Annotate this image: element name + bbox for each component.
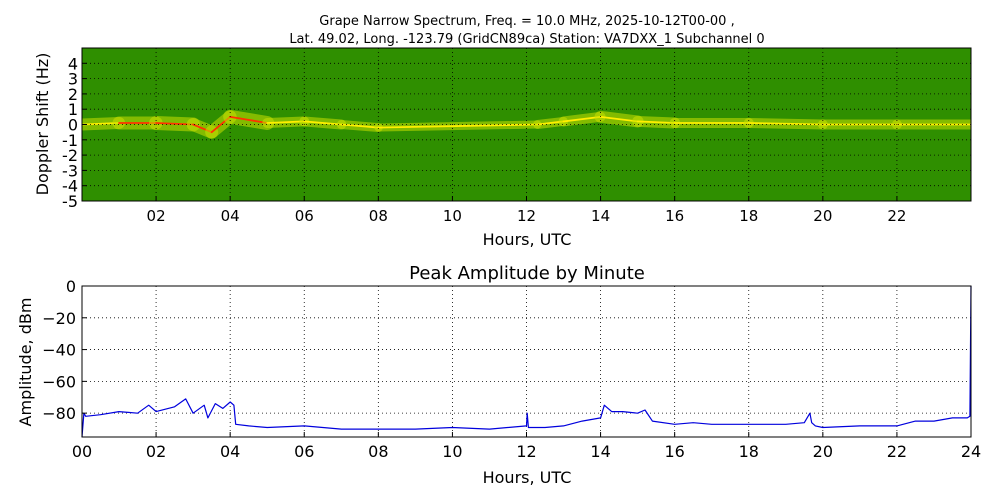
amplitude-x-tick-label: 00 (72, 442, 92, 461)
spectrogram-x-tick-label: 12 (517, 207, 536, 225)
spectrogram-core-segment (377, 123, 539, 129)
amplitude-x-tick-label: 06 (294, 442, 314, 461)
amplitude-plot-area (82, 286, 971, 437)
amplitude-y-tick-label: −80 (42, 404, 76, 423)
spectrogram-y-tick-label: 4 (68, 54, 78, 73)
amplitude-x-axis-label: Hours, UTC (483, 468, 572, 487)
amplitude-x-tick-label: 12 (516, 442, 536, 461)
spectrogram-y-tick-label: -2 (62, 146, 78, 165)
amplitude-y-tick-label: −20 (42, 309, 76, 328)
amplitude-x-tick-label: 10 (442, 442, 462, 461)
amplitude-series-line (81, 285, 972, 438)
amplitude-x-tick-label: 14 (590, 442, 610, 461)
spectrogram-core-segment (636, 120, 676, 124)
amplitude-y-tick-label: 0 (66, 277, 76, 296)
amplitude-x-tick-label: 24 (961, 442, 981, 461)
spectrogram-y-tick-label: -1 (62, 131, 78, 150)
spectrogram-x-tick-label: 10 (443, 207, 462, 225)
spectrogram-y-tick-label: 3 (68, 70, 78, 89)
spectrogram-x-tick-label: 04 (221, 207, 240, 225)
spectrogram-x-tick-label: 14 (591, 207, 610, 225)
amplitude-x-tick-label: 18 (739, 442, 759, 461)
spectrogram-x-tick-label: 08 (369, 207, 388, 225)
spectrogram-x-tick-label: 02 (147, 207, 166, 225)
spectrogram-y-tick-label: 2 (68, 85, 78, 104)
spectrogram-x-tick-label: 16 (665, 207, 684, 225)
spectrogram-x-axis-label: Hours, UTC (483, 230, 572, 249)
spectrogram-y-tick-label: -4 (62, 177, 78, 196)
amplitude-x-tick-label: 04 (220, 442, 240, 461)
amplitude-y-tick-label: −60 (42, 372, 76, 391)
spectrogram-y-tick-label: 0 (68, 116, 78, 135)
figure-title-line2: Lat. 49.02, Long. -123.79 (GridCN89ca) S… (289, 32, 764, 47)
amplitude-x-tick-label: 20 (813, 442, 833, 461)
spectrogram-x-tick-label: 06 (295, 207, 314, 225)
spectrogram-core-segment (303, 120, 343, 126)
spectrogram-x-tick-label: 22 (887, 207, 906, 225)
figure-title-line1: Grape Narrow Spectrum, Freq. = 10.0 MHz,… (319, 14, 734, 29)
amplitude-x-tick-label: 16 (664, 442, 684, 461)
spectrogram-x-tick-label: 20 (813, 207, 832, 225)
spectrogram-y-tick-label: -5 (62, 192, 78, 211)
spectrogram-y-tick-label: -3 (62, 161, 78, 180)
spectrogram-core-segment (229, 115, 269, 124)
amplitude-x-tick-label: 02 (146, 442, 166, 461)
amplitude-y-axis-label: Amplitude, dBm (16, 298, 35, 427)
amplitude-chart-title: Peak Amplitude by Minute (409, 263, 645, 284)
spectrogram-core-segment (340, 123, 380, 129)
spectrogram-y-axis-label: Doppler Shift (Hz) (33, 53, 52, 196)
amplitude-x-tick-label: 08 (368, 442, 388, 461)
amplitude-panel: 00 02 04 06 08 10 12 14 16 18 20 22 24 0 −20 −40 −60 −80 (42, 277, 981, 461)
spectrogram-x-tick-label: 18 (739, 207, 758, 225)
spectrogram-core-segment (266, 120, 306, 124)
spectrogram-y-tick-label: 1 (68, 100, 78, 119)
amplitude-y-tick-label: −40 (42, 341, 76, 360)
spectrogram-core-segment (562, 115, 602, 123)
amplitude-x-tick-label: 22 (887, 442, 907, 461)
spectrogram-core-segment (599, 115, 639, 123)
